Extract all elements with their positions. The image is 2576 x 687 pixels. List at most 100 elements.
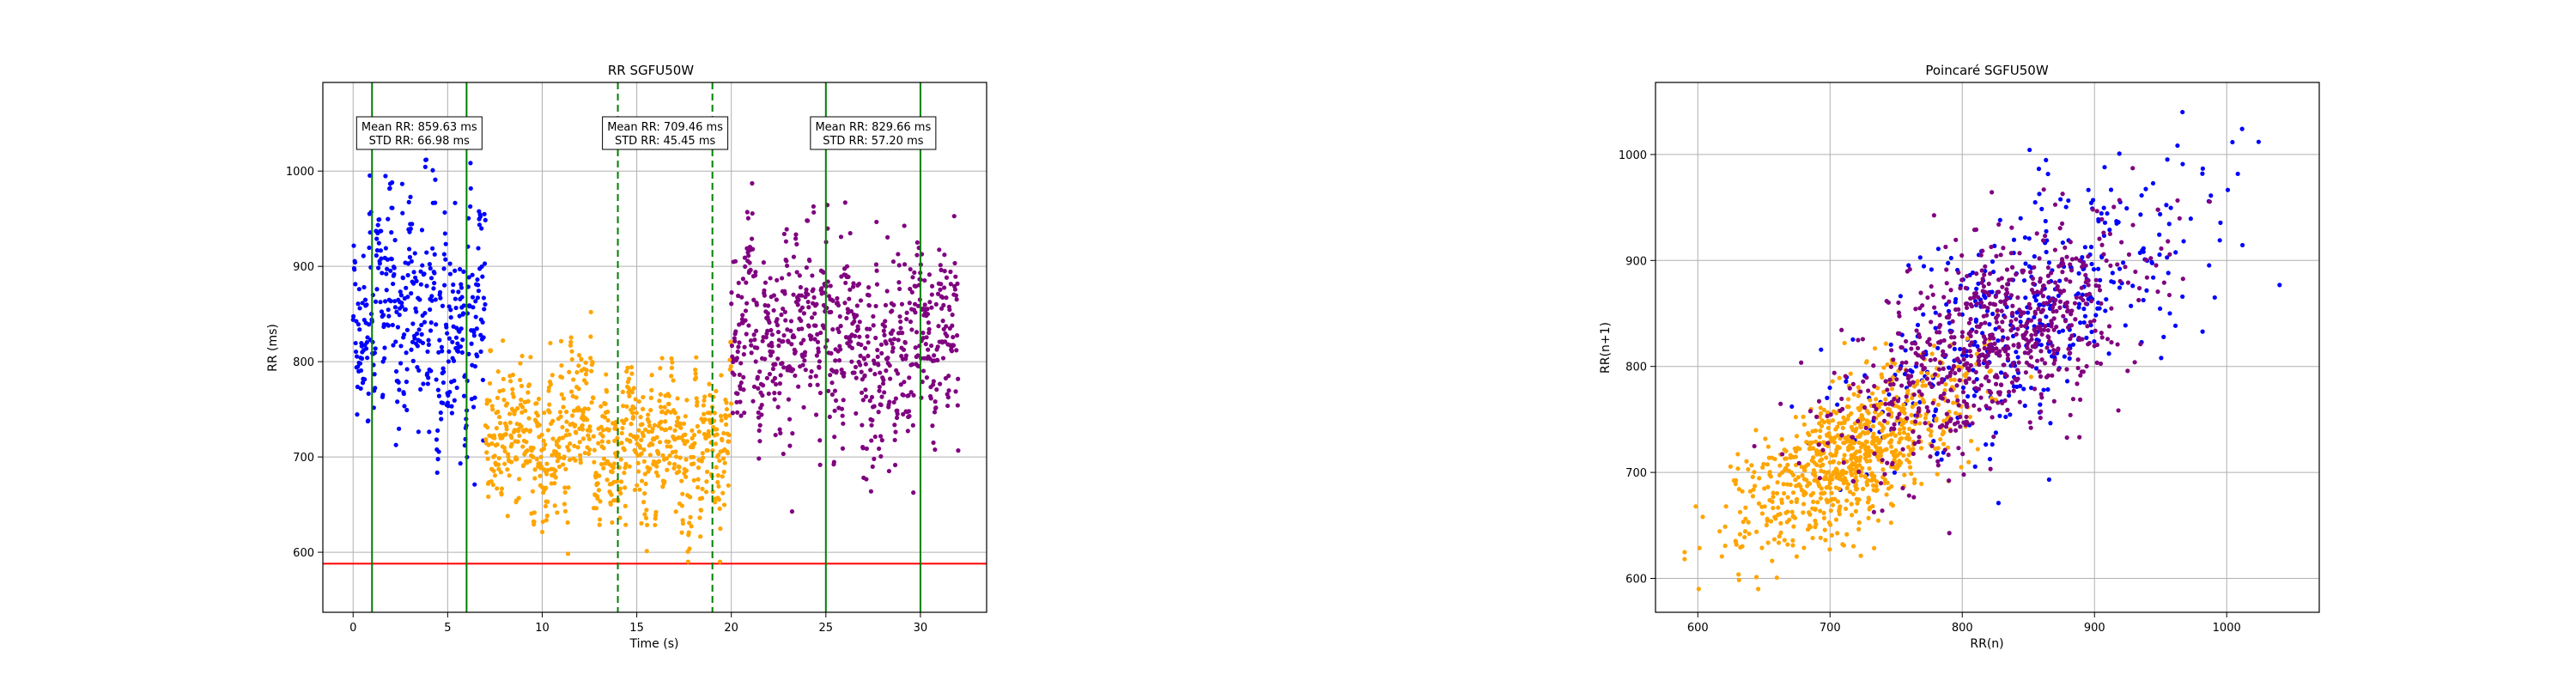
poincare-point (2079, 285, 2084, 290)
poincare-point (1832, 370, 1837, 375)
poincare-point (2161, 334, 2166, 339)
rr-point (861, 356, 867, 362)
poincare-point (2057, 278, 2063, 283)
rr-point (844, 264, 850, 269)
poincare-point (2050, 309, 2056, 314)
poincare-point (1964, 305, 1970, 311)
rr-point (762, 293, 768, 298)
poincare-point (1768, 474, 1773, 479)
rr-point (561, 396, 566, 401)
rr-point (582, 450, 587, 456)
rr-point (584, 368, 589, 373)
poincare-point (2038, 343, 2044, 348)
rr-point (833, 398, 839, 404)
poincare-point (2039, 331, 2044, 337)
poincare-point (1914, 328, 1919, 333)
poincare-point (2256, 139, 2261, 144)
poincare-point (2099, 331, 2104, 336)
rr-point (547, 402, 552, 407)
poincare-point (1877, 446, 1883, 451)
poincare-point (1941, 391, 1947, 397)
poincare-point (1957, 368, 1962, 373)
rr-point (699, 459, 704, 464)
rr-point (911, 490, 916, 495)
poincare-point (1819, 468, 1824, 474)
rr-point (755, 374, 761, 380)
rr-point (935, 357, 940, 363)
poincare-point (1844, 485, 1850, 490)
rr-point (927, 300, 933, 305)
rr-point (781, 332, 787, 338)
poincare-point (1881, 434, 1886, 439)
poincare-point (2014, 384, 2020, 390)
poincare-point (1864, 440, 1869, 445)
poincare-point (1883, 379, 1888, 384)
poincare-point (1973, 369, 1978, 375)
rr-point (677, 421, 683, 426)
rr-point (364, 340, 369, 345)
poincare-point (1996, 338, 2001, 344)
poincare-point (1918, 290, 1923, 295)
rr-point (864, 477, 869, 482)
poincare-point (1893, 404, 1899, 409)
rr-point (561, 462, 566, 467)
poincare-point (1735, 466, 1741, 471)
rr-point (519, 404, 526, 410)
rr-point (414, 331, 420, 337)
rr-point (461, 269, 466, 274)
rr-point (376, 240, 381, 246)
rr-point (825, 279, 830, 284)
rr-point (892, 437, 897, 443)
rr-point (910, 275, 915, 280)
rr-point (440, 380, 446, 386)
poincare-point (1975, 344, 1980, 349)
poincare-point (2033, 331, 2038, 337)
poincare-point (1901, 453, 1906, 459)
poincare-point (1697, 545, 1702, 550)
poincare-point (1733, 481, 1738, 487)
poincare-point (1893, 449, 1898, 454)
poincare-point (1825, 395, 1830, 400)
poincare-point (1993, 381, 1999, 386)
rr-point (433, 177, 438, 182)
rr-point (874, 282, 880, 287)
poincare-point (2004, 267, 2010, 272)
rr-point (807, 258, 812, 264)
rr-point (418, 269, 423, 274)
rr-point (433, 297, 438, 302)
rr-point (497, 420, 503, 426)
rr-point (766, 391, 771, 397)
rr-point (773, 362, 778, 367)
rr-point (762, 356, 768, 362)
poincare-point (1849, 471, 1854, 477)
rr-point (532, 510, 537, 515)
poincare-point (1919, 392, 1924, 398)
rr-point (659, 426, 664, 431)
rr-point (902, 262, 908, 267)
poincare-point (1988, 301, 1993, 307)
rr-point (706, 434, 712, 439)
rr-point (933, 405, 939, 410)
poincare-point (1997, 413, 2002, 418)
poincare-point (2032, 264, 2037, 270)
rr-point (945, 333, 950, 338)
poincare-point (1913, 341, 1918, 346)
poincare-point (1907, 267, 1912, 272)
poincare-point (2077, 258, 2082, 263)
poincare-point (2057, 299, 2063, 304)
rr-point (580, 410, 586, 415)
rr-point (459, 285, 465, 290)
rr-point (782, 291, 787, 296)
poincare-point (1753, 575, 1759, 580)
rr-point (801, 404, 806, 410)
poincare-point (2068, 336, 2073, 342)
rr-point (374, 252, 379, 258)
rr-point (552, 503, 557, 508)
rr-point (811, 210, 817, 215)
rr-point (728, 339, 733, 344)
rr-point (426, 337, 431, 343)
poincare-point (2009, 225, 2014, 230)
rr-point (878, 342, 884, 347)
rr-point (472, 395, 477, 400)
rr-point (815, 331, 820, 337)
